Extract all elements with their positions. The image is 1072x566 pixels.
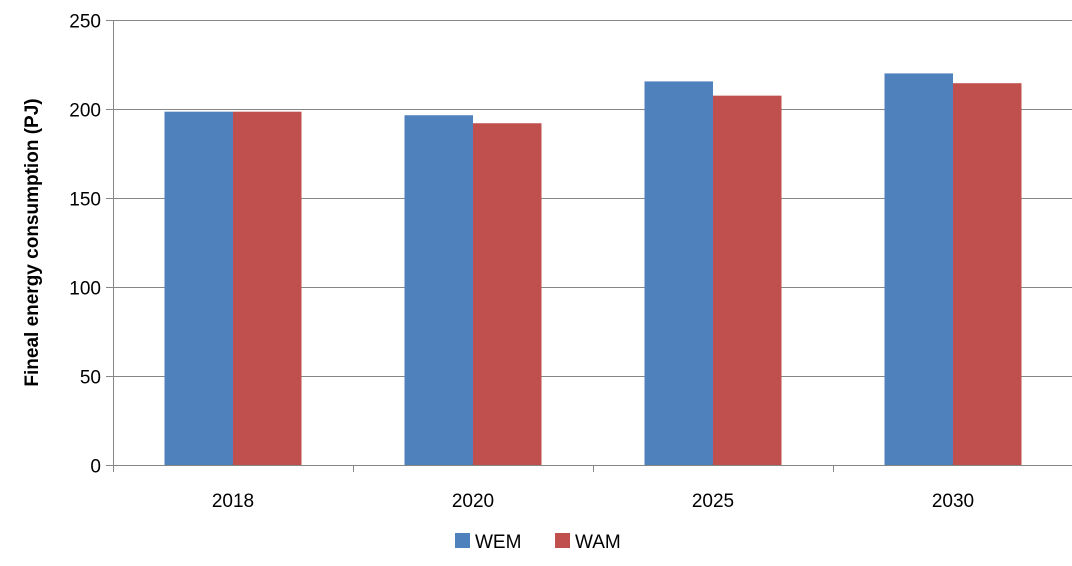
x-tick-label: 2020: [452, 491, 494, 512]
bars: [164, 73, 1022, 466]
y-tick-label: 150: [69, 190, 101, 211]
y-tick-label: 100: [69, 279, 101, 300]
x-tick-label: 2018: [212, 491, 254, 512]
bar-wam-2030: [953, 83, 1022, 465]
legend: WEM WAM: [455, 532, 621, 553]
x-tick-label: 2025: [692, 491, 734, 512]
y-axis-title: Fineal energy consumption (PJ): [22, 98, 43, 386]
bar-wam-2018: [233, 111, 302, 466]
bar-wem-2025: [644, 81, 713, 465]
bar-wem-2020: [404, 115, 473, 465]
bar-wam-2020: [473, 123, 542, 466]
axes: [106, 20, 1072, 472]
bar-wem-2030: [884, 73, 953, 466]
x-tick-label: 2030: [932, 491, 974, 512]
y-tick-label: 50: [80, 368, 101, 389]
bar-wem-2018: [164, 111, 233, 466]
y-tick-label: 200: [69, 101, 101, 122]
y-tick-label: 0: [90, 457, 101, 478]
bar-wam-2025: [713, 95, 782, 466]
tick-labels: 0 50 100 150 200 250 2018 2020 2025 2030: [69, 12, 974, 513]
legend-swatch-wem: [455, 533, 470, 548]
legend-label-wam: WAM: [575, 532, 621, 553]
legend-label-wem: WEM: [475, 532, 521, 553]
legend-swatch-wam: [555, 533, 570, 548]
y-tick-label: 250: [69, 12, 101, 33]
